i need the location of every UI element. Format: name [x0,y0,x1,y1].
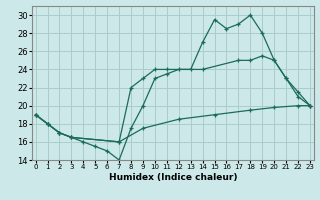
X-axis label: Humidex (Indice chaleur): Humidex (Indice chaleur) [108,173,237,182]
